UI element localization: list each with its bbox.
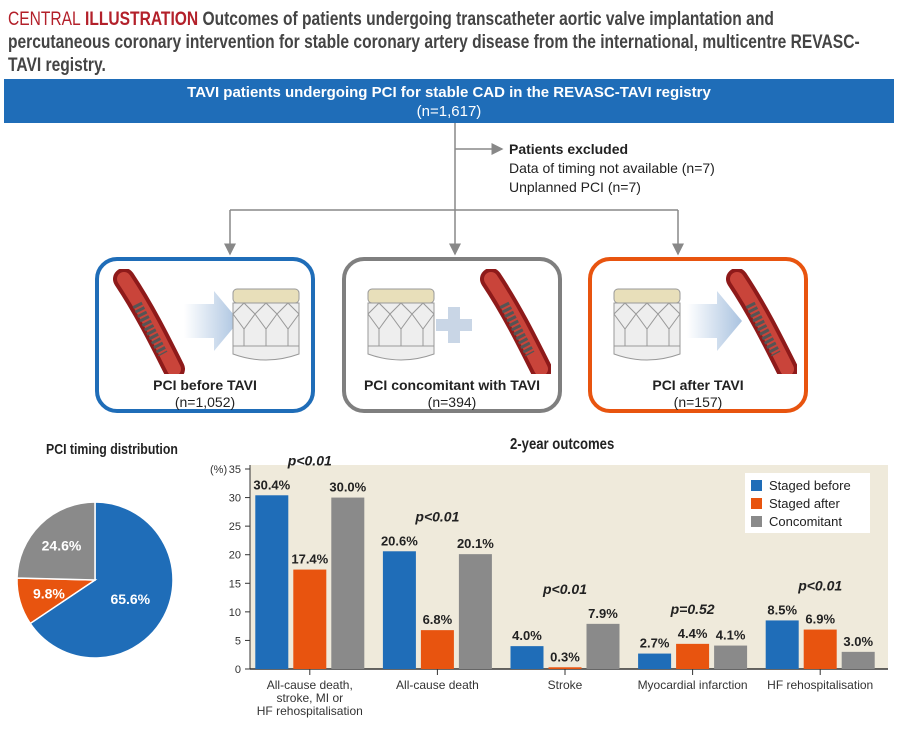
y-tick-label: 10 <box>229 607 241 619</box>
bar-value-label: 7.9% <box>588 606 618 621</box>
bar <box>382 551 416 669</box>
title-label: CENTRAL <box>8 9 81 30</box>
valve-to-stent-illustration <box>613 269 797 374</box>
bar-value-label: 17.4% <box>291 552 328 567</box>
pie-slice-label: 9.8% <box>33 585 65 601</box>
legend-swatch <box>751 480 762 491</box>
bar-value-label: 3.0% <box>843 634 873 649</box>
y-tick-label: 5 <box>235 635 241 647</box>
x-tick-label: Stroke <box>548 678 583 692</box>
pie-slice <box>29 501 174 659</box>
plus-icon <box>436 307 472 343</box>
registry-box: TAVI patients undergoing PCI for stable … <box>4 79 894 123</box>
bar-value-label: 8.5% <box>767 602 797 617</box>
legend-swatch <box>751 516 762 527</box>
pie-chart: 65.6% 9.8% 24.6% <box>16 501 174 659</box>
y-tick-label: 15 <box>229 578 241 590</box>
legend-swatch <box>751 498 762 509</box>
group-label: PCI concomitant with TAVI <box>363 377 541 393</box>
arrow-right-icon <box>184 291 239 351</box>
y-axis-label: (%) <box>210 464 227 476</box>
bar-value-label: 2.7% <box>640 636 670 651</box>
group-n: (n=394) <box>427 394 477 410</box>
legend-label: Staged after <box>769 496 840 511</box>
y-tick-label: 35 <box>229 464 241 476</box>
legend <box>745 473 870 533</box>
bar <box>803 629 837 669</box>
group-label: PCI before TAVI <box>153 377 257 393</box>
bar-value-label: 6.9% <box>805 612 835 627</box>
valve-plus-stent-illustration <box>367 269 551 374</box>
group-label: PCI after TAVI <box>652 377 744 393</box>
p-value-label: p<0.01 <box>414 508 459 524</box>
x-tick-label: All-cause death <box>396 678 479 692</box>
group-box-after: PCI after TAVI (n=157) <box>588 257 808 413</box>
bar <box>458 554 492 669</box>
bar <box>676 643 710 669</box>
chart-title: 2-year outcomes <box>510 436 615 453</box>
legend-label: Staged before <box>769 478 851 493</box>
bar <box>420 630 454 669</box>
x-tick-label: All-cause death, <box>267 678 353 692</box>
y-tick-label: 25 <box>229 521 241 533</box>
bar-value-label: 4.4% <box>678 626 708 641</box>
pie-title: PCI timing distribution <box>46 441 178 458</box>
x-tick-label: Myocardial infarction <box>638 678 748 692</box>
x-tick-label: HF rehospitalisation <box>767 678 873 692</box>
registry-n: (n=1,617) <box>416 103 482 120</box>
bar-value-label: 20.6% <box>381 533 418 548</box>
group-box-before: PCI before TAVI (n=1,052) <box>95 257 315 413</box>
group-box-concomitant: PCI concomitant with TAVI (n=394) <box>342 257 562 413</box>
bar <box>714 645 748 669</box>
excluded-title: Patients excluded <box>509 141 629 157</box>
bar <box>765 620 799 669</box>
bar <box>255 495 289 669</box>
bar-value-label: 6.8% <box>423 612 453 627</box>
pie-slice <box>16 501 96 581</box>
bar <box>586 623 620 669</box>
bar-value-label: 4.1% <box>716 628 746 643</box>
p-value-label: p<0.01 <box>797 577 842 593</box>
pie-slice-label: 24.6% <box>42 538 82 554</box>
registry-label: TAVI patients undergoing PCI for stable … <box>187 84 711 101</box>
y-tick-label: 30 <box>229 493 241 505</box>
y-tick-label: 20 <box>229 550 241 562</box>
excluded-item: Data of timing not available (n=7) <box>509 160 715 176</box>
bar-chart: 0 5 10 15 20 25 30 35(%) All-cause death,stroke,… <box>210 455 888 718</box>
bar <box>638 653 672 669</box>
bar-value-label: 30.0% <box>329 480 366 495</box>
legend-label: Concomitant <box>769 514 842 529</box>
bar-value-label: 20.1% <box>457 536 494 551</box>
excluded-patients: Patients excluded Data of timing not ava… <box>509 140 715 197</box>
bar-value-label: 4.0% <box>512 628 542 643</box>
stent-to-valve-illustration <box>109 269 300 374</box>
p-value-label: p<0.01 <box>287 455 332 468</box>
excluded-item: Unplanned PCI (n=7) <box>509 179 641 195</box>
bar <box>331 497 365 669</box>
group-n: (n=1,052) <box>174 394 236 410</box>
p-value-label: p<0.01 <box>542 581 587 597</box>
bar <box>510 646 544 669</box>
bar-value-label: 0.3% <box>550 649 580 664</box>
title-label-bold: ILLUSTRATION <box>85 9 199 30</box>
y-tick-label: 0 <box>235 664 241 676</box>
title-text: Outcomes of patients undergoing transcat… <box>8 9 860 76</box>
bar <box>841 651 875 669</box>
group-n: (n=157) <box>673 394 723 410</box>
figure-title: CENTRAL ILLUSTRATION Outcomes of patient… <box>8 8 877 77</box>
flow-connectors <box>224 123 684 256</box>
bar-value-label: 30.4% <box>253 477 290 492</box>
x-tick-label: stroke, MI or <box>276 691 343 705</box>
arrow-right-icon <box>687 291 742 351</box>
x-tick-label: HF rehospitalisation <box>257 704 363 718</box>
bar <box>293 569 327 669</box>
bar <box>548 667 582 669</box>
pie-slice-label: 65.6% <box>110 591 150 607</box>
p-value-label: p=0.52 <box>670 601 715 617</box>
